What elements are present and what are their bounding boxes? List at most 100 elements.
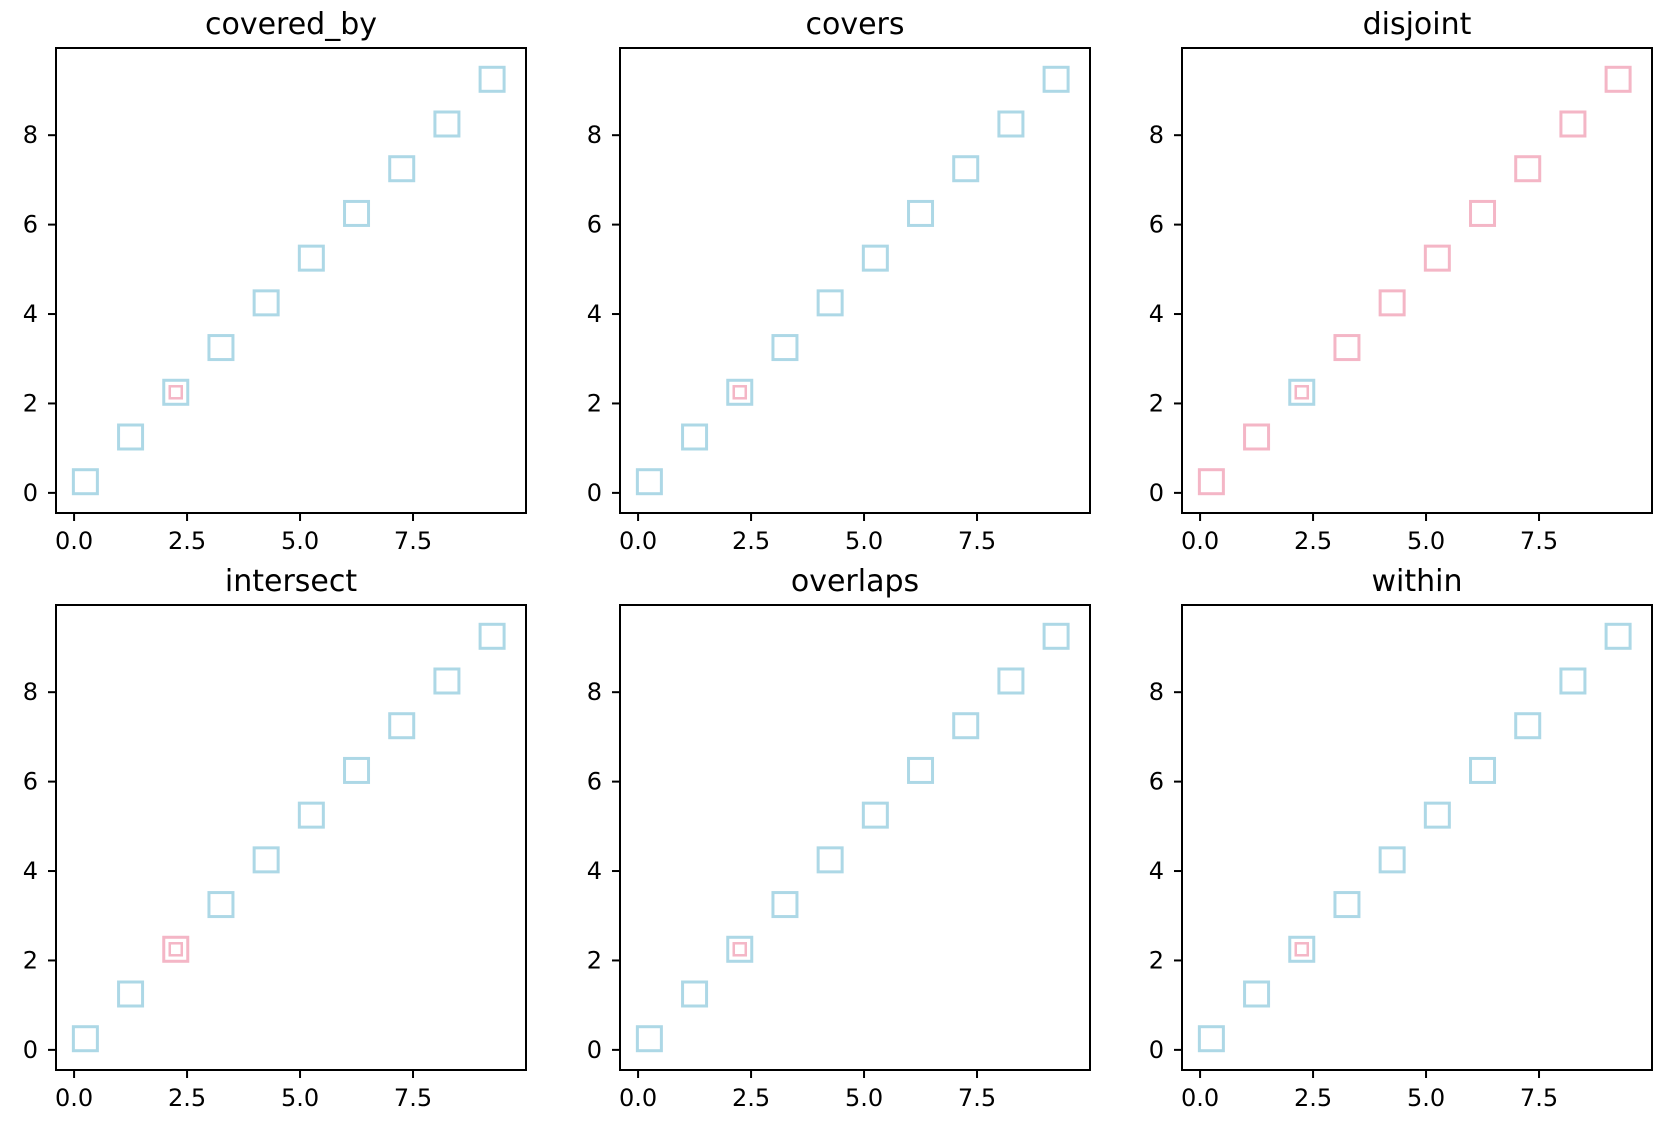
x-tick-label: 2.5 <box>732 527 770 555</box>
square-marker <box>1333 334 1361 362</box>
y-tick-label: 2 <box>23 389 38 417</box>
square-marker <box>907 756 935 784</box>
x-tick-label: 7.5 <box>958 527 996 555</box>
y-tick-label: 2 <box>587 389 602 417</box>
square-marker <box>635 1025 663 1053</box>
square-marker <box>681 423 709 451</box>
square-marker <box>635 468 663 496</box>
square-marker <box>388 712 416 740</box>
subplot-title: disjoint <box>1363 7 1472 42</box>
x-tick-label: 5.0 <box>1407 527 1445 555</box>
square-marker <box>816 289 844 317</box>
square-marker <box>1333 891 1361 919</box>
y-tick-label: 4 <box>23 300 38 328</box>
y-tick-label: 4 <box>23 857 38 885</box>
square-marker <box>297 244 325 272</box>
plot-frame <box>55 47 527 514</box>
y-tick-label: 2 <box>587 946 602 974</box>
square-marker <box>1197 1025 1225 1053</box>
square-marker <box>1378 289 1406 317</box>
square-marker <box>726 378 754 406</box>
subplot-intersect: intersect 0.0 2.5 5.0 7.5 0 2 4 6 8 <box>23 564 527 1112</box>
square-marker <box>1042 622 1070 650</box>
square-marker <box>433 110 461 138</box>
x-tick-label: 5.0 <box>281 527 319 555</box>
square-marker <box>1288 378 1316 406</box>
y-tick-label: 8 <box>23 678 38 706</box>
square-marker <box>478 65 506 93</box>
x-tick-label: 0.0 <box>1181 1084 1219 1112</box>
x-tick-label: 2.5 <box>168 527 206 555</box>
square-marker <box>1469 756 1497 784</box>
square-marker <box>1514 155 1542 183</box>
subplot-title: covers <box>805 7 904 42</box>
square-marker <box>478 622 506 650</box>
square-marker <box>388 155 416 183</box>
square-marker <box>1469 199 1497 227</box>
y-tick-label: 4 <box>1149 857 1164 885</box>
y-tick-label: 2 <box>1149 946 1164 974</box>
square-marker <box>71 468 99 496</box>
y-tick-label: 6 <box>1149 211 1164 239</box>
subplot-title: within <box>1372 564 1463 599</box>
y-tick-label: 6 <box>23 211 38 239</box>
y-tick-label: 0 <box>23 1036 38 1064</box>
y-tick-label: 8 <box>1149 678 1164 706</box>
x-tick-label: 0.0 <box>55 527 93 555</box>
plot-frame <box>55 604 527 1071</box>
y-tick-label: 8 <box>587 121 602 149</box>
y-tick-label: 8 <box>23 121 38 149</box>
square-marker <box>681 980 709 1008</box>
x-tick-label: 0.0 <box>619 527 657 555</box>
x-tick-label: 5.0 <box>281 1084 319 1112</box>
square-marker <box>1288 935 1316 963</box>
x-tick-label: 0.0 <box>1181 527 1219 555</box>
plot-frame <box>619 604 1091 1071</box>
query-square-marker <box>168 942 184 957</box>
query-square-marker <box>1294 942 1310 957</box>
square-marker <box>1243 423 1271 451</box>
query-square-marker <box>1294 385 1310 400</box>
y-tick-label: 0 <box>1149 1036 1164 1064</box>
plot-frame <box>619 47 1091 514</box>
square-marker <box>1042 65 1070 93</box>
y-tick-label: 4 <box>1149 300 1164 328</box>
query-square-marker <box>732 942 748 957</box>
square-marker <box>71 1025 99 1053</box>
y-tick-label: 8 <box>1149 121 1164 149</box>
plot-frame <box>1181 47 1653 514</box>
square-marker <box>207 334 235 362</box>
x-tick-label: 0.0 <box>55 1084 93 1112</box>
x-tick-label: 7.5 <box>1520 1084 1558 1112</box>
subplot-covers: covers 0.0 2.5 5.0 7.5 0 2 4 6 8 <box>587 7 1091 555</box>
subplot-overlaps: overlaps 0.0 2.5 5.0 7.5 0 2 4 6 8 <box>587 564 1091 1112</box>
subplot-title: intersect <box>225 564 357 599</box>
square-marker <box>952 712 980 740</box>
query-square-marker <box>732 385 748 400</box>
plot-frame <box>1181 604 1653 1071</box>
square-marker <box>1604 622 1632 650</box>
x-tick-label: 5.0 <box>845 1084 883 1112</box>
y-tick-label: 0 <box>23 479 38 507</box>
square-marker <box>1243 980 1271 1008</box>
square-marker <box>117 423 145 451</box>
x-tick-label: 7.5 <box>1520 527 1558 555</box>
square-marker <box>861 801 889 829</box>
square-marker <box>1197 468 1225 496</box>
x-tick-label: 2.5 <box>168 1084 206 1112</box>
square-marker <box>1559 110 1587 138</box>
x-tick-label: 7.5 <box>394 527 432 555</box>
square-marker <box>861 244 889 272</box>
x-tick-label: 2.5 <box>1294 1084 1332 1112</box>
x-tick-label: 0.0 <box>619 1084 657 1112</box>
square-marker <box>252 846 280 874</box>
square-marker <box>343 756 371 784</box>
square-marker <box>433 667 461 695</box>
x-tick-label: 5.0 <box>1407 1084 1445 1112</box>
square-marker <box>997 110 1025 138</box>
square-marker <box>771 891 799 919</box>
square-marker <box>343 199 371 227</box>
square-marker <box>162 378 190 406</box>
y-tick-label: 2 <box>23 946 38 974</box>
